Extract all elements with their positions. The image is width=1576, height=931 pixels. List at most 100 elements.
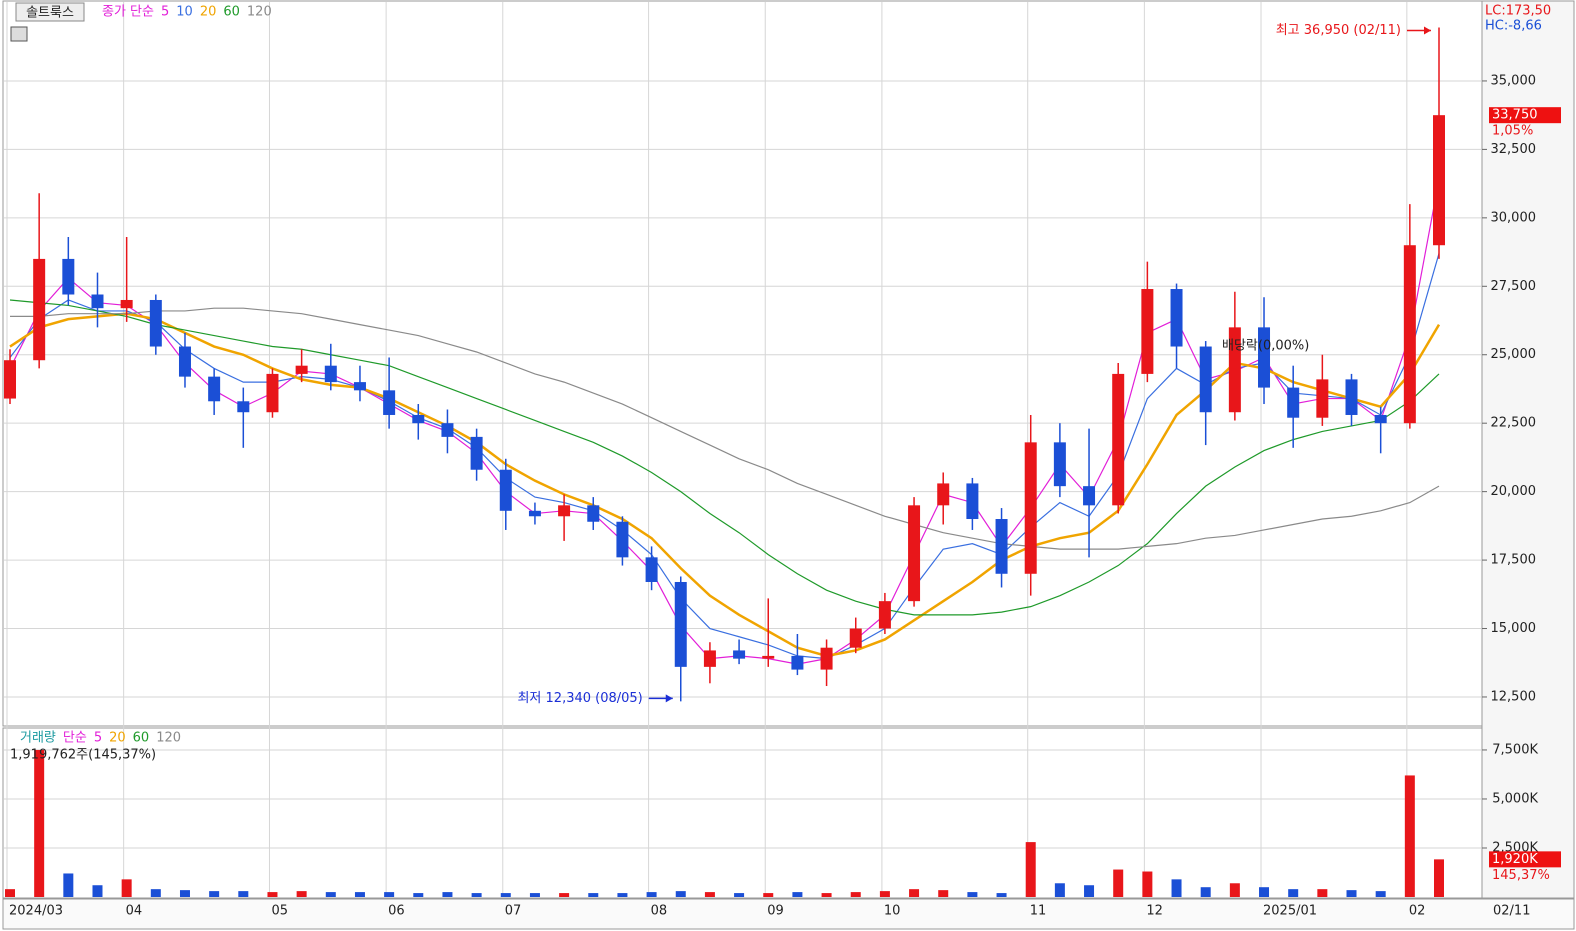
last-price-box (1489, 107, 1561, 124)
annotation: 최저 12,340 (08/05) (517, 691, 642, 706)
candle-body (266, 373, 279, 413)
x-tick-label: 09 (767, 904, 784, 919)
candle-body (1141, 289, 1154, 374)
volume-tick-label: 5,000K (1492, 791, 1538, 806)
volume-bar (1054, 883, 1065, 897)
volume-bar (121, 879, 132, 897)
ma-line (10, 307, 1440, 550)
candle-body (1374, 414, 1387, 424)
candle-body (1170, 289, 1183, 347)
x-tick-label: 04 (126, 904, 143, 919)
y-tick-label: 15,000 (1491, 621, 1537, 636)
title-box[interactable] (15, 2, 85, 22)
legend-entry: 60 (223, 5, 240, 20)
change: 1,05% (1492, 124, 1533, 139)
volume-bar (1288, 889, 1299, 897)
candle-body (441, 423, 454, 437)
volume-bar (529, 893, 540, 897)
volume-bar (1346, 890, 1357, 897)
y-tick-label: 32,500 (1491, 142, 1537, 157)
legend-entry: 20 (109, 731, 126, 746)
x-tick-label: 08 (651, 904, 668, 919)
hc-label: HC:-8,66 (1485, 19, 1542, 34)
candle-body (1112, 373, 1125, 506)
legend-entry: 20 (200, 5, 217, 20)
volume-bar (1434, 859, 1444, 897)
chart-title: 솔트룩스 (26, 6, 74, 21)
candle-body (1228, 327, 1241, 413)
candle-body (762, 655, 775, 659)
candle-body (1258, 327, 1271, 388)
volume-bar (559, 893, 570, 897)
legend-entry: 120 (247, 5, 272, 20)
x-axis-pane (2, 898, 1575, 930)
candle-body (324, 365, 337, 383)
volume-bar (442, 892, 453, 897)
volume-bar (1171, 879, 1182, 897)
candle-body (733, 650, 746, 659)
volume-change: 145,37% (1492, 868, 1550, 883)
volume-bar (617, 893, 628, 897)
axis-pane (1481, 0, 1575, 899)
candle-body (528, 510, 541, 517)
legend-entry: 5 (94, 731, 102, 746)
last-volume: 1,920K (1492, 852, 1538, 867)
annotation-head (665, 694, 673, 703)
volume-bar (209, 891, 220, 897)
annotation-head (1424, 26, 1431, 35)
candle-body (674, 581, 687, 667)
volume-bar (1259, 887, 1270, 897)
volume-bar (879, 891, 890, 897)
volume-bar (1229, 883, 1240, 897)
volume-bar (763, 893, 774, 897)
candle-body (1345, 379, 1358, 415)
candle-body (878, 601, 891, 629)
volume-tick-label: 7,500K (1492, 742, 1538, 757)
x-tick-label: 02 (1409, 904, 1426, 919)
candle-body (1083, 486, 1096, 506)
volume-bar (1113, 869, 1124, 897)
last-price: 33,750 (1492, 108, 1538, 123)
volume-bar (938, 890, 949, 897)
candle-body (383, 390, 396, 415)
volume-bar (500, 893, 511, 897)
ma-line (9, 299, 1440, 616)
volume-info: 1,919,762주(145,37%) (10, 748, 156, 763)
volume-bar (1317, 889, 1328, 897)
volume-bar (704, 892, 715, 897)
y-tick-label: 27,500 (1491, 279, 1537, 294)
volume-bar (296, 891, 307, 897)
candle-body (470, 436, 483, 470)
candle-body (237, 401, 250, 413)
volume-bar (909, 889, 920, 897)
volume-bar (792, 892, 803, 897)
volume-bar (238, 891, 249, 897)
x-tick-label: 05 (271, 904, 288, 919)
volume-bar (1404, 775, 1415, 897)
x-tick-label: 12 (1146, 904, 1163, 919)
candle-body (149, 299, 162, 347)
volume-bar (1025, 842, 1036, 897)
volume-bar (150, 889, 161, 897)
candle-body (791, 655, 804, 670)
candle-body (33, 258, 46, 361)
candle-body (1199, 346, 1212, 413)
candle-body (587, 505, 600, 522)
candle-body (937, 483, 950, 506)
candle-body (966, 483, 979, 520)
candle-body (499, 469, 512, 511)
candle-body (1287, 387, 1300, 418)
volume-bar (92, 885, 103, 897)
table-icon[interactable] (10, 26, 28, 42)
y-tick-label: 25,000 (1491, 347, 1537, 362)
annotation: 최고 36,950 (02/11) (1276, 23, 1401, 38)
volume-bar (384, 892, 395, 897)
candle-body (91, 294, 104, 309)
volume-bar (967, 892, 978, 897)
candle-body (1433, 115, 1445, 246)
legend-entry: 10 (176, 5, 193, 20)
volume-bar (325, 892, 336, 897)
candle-body (208, 376, 221, 402)
legend-entry: 거래량 (20, 731, 56, 746)
